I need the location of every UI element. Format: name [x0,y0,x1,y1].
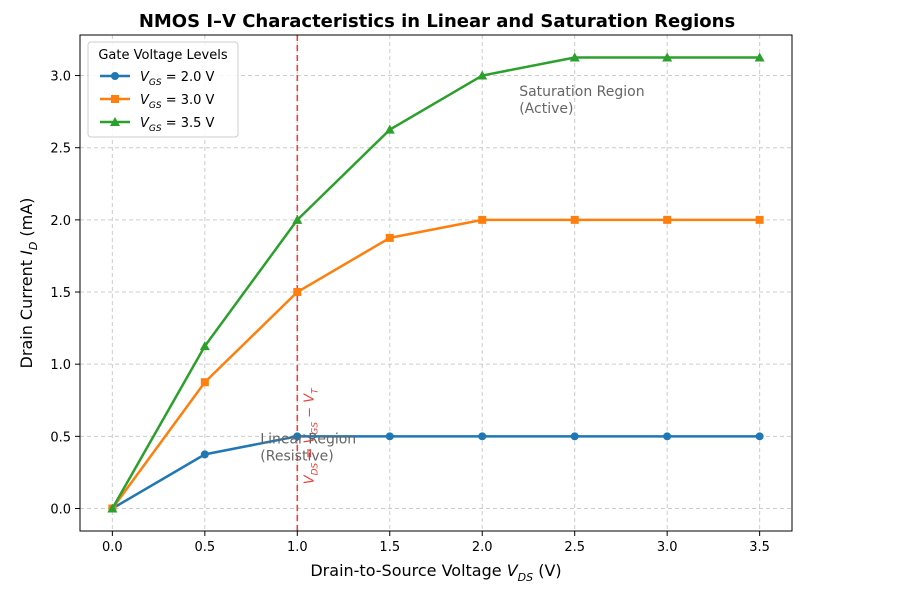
x-axis-label: Drain-to-Source Voltage VDS​ (V) [310,561,561,584]
legend-swatch-marker [110,117,120,126]
legend-swatch-marker [111,72,119,80]
grid [80,35,792,531]
data-point [754,52,765,62]
x-tick-label: 2.0 [472,540,493,555]
legend-label: VGS​ = 2.0 V [140,70,215,88]
x-tick-label: 3.5 [749,540,770,555]
data-point [292,214,303,224]
legend-label: VGS​ = 3.0 V [140,93,215,111]
data-point [385,432,394,441]
y-tick-label: 2.5 [50,142,71,157]
x-tick-label: 0.0 [102,540,123,555]
y-tick-label: 0.5 [50,430,71,445]
y-tick-label: 2.0 [50,214,71,229]
data-point [570,215,579,224]
x-tick-label: 0.5 [194,540,215,555]
plot-area-frame [79,34,793,532]
axes: 0.0 0.5 1.0 1.5 2.0 2.5 3.0 3.5 0.0 0.5 1.0 1.5 2.0 2… [17,70,770,584]
y-tick-label: 1.5 [50,286,71,301]
data-point [570,432,579,441]
region-annotation: Linear Region (Resistive) [260,432,356,465]
data-point [199,341,210,351]
data-point [662,52,673,62]
data-point [385,233,394,242]
y-tick-label: 1.0 [50,358,71,373]
reference-line-group: VDS​ = VGS​ − VT​ [296,35,320,531]
data-point [200,378,209,387]
reference-line-label: VDS​ = VGS​ − VT​ [302,387,320,484]
data-point [663,215,672,224]
region-annotation: Saturation Region (Active) [519,84,644,117]
data-point [663,432,672,441]
data-point [200,450,209,459]
data-point [755,432,764,441]
data-point [293,432,302,441]
legend: Gate Voltage Levels VGS​ = 2.0 V VGS​ = 3.… [87,41,239,138]
series-line [111,435,760,510]
chart-title: NMOS I–V Characteristics in Linear and S… [139,11,735,32]
legend-swatch-marker [111,95,119,103]
data-point [755,215,764,224]
legend-box [87,41,239,138]
data-point [569,52,580,62]
series-group [107,52,765,513]
data-point [478,215,487,224]
series-line [111,218,760,510]
annotations: Linear Region (Resistive) Saturation Regio… [260,84,644,465]
y-axis-label: Drain Current ID​ (mA) [17,198,40,369]
data-point [477,70,488,80]
legend-label: VGS​ = 3.5 V [140,116,215,134]
legend-title: Gate Voltage Levels [98,48,227,63]
x-tick-label: 1.0 [287,540,308,555]
x-tick-label: 2.5 [564,540,585,555]
data-point [293,288,302,297]
x-tick-label: 3.0 [657,540,678,555]
x-tick-label: 1.5 [379,540,400,555]
series-line [111,56,760,510]
series-2 [108,215,764,513]
data-point [478,432,487,441]
data-point [107,503,118,513]
data-point [384,124,395,134]
y-tick-label: 3.0 [50,70,71,85]
series-3 [107,52,765,513]
y-tick-label: 0.0 [50,502,71,517]
